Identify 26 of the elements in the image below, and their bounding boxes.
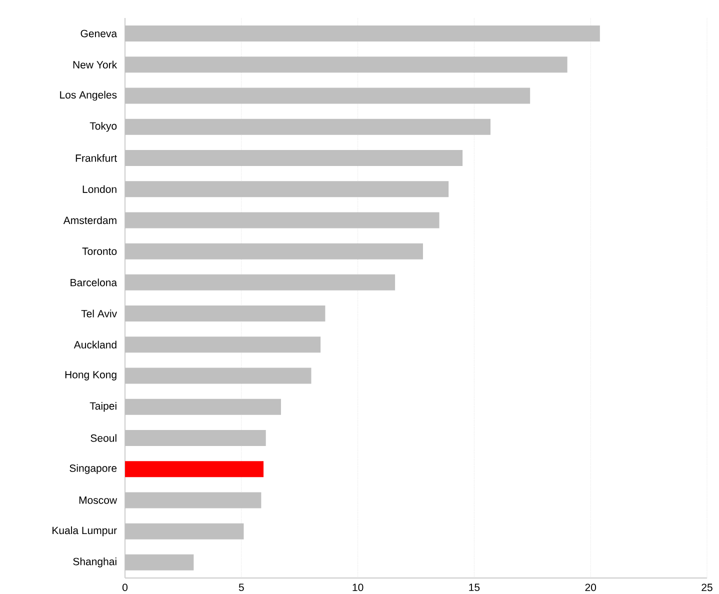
y-tick-label: Taipei <box>90 402 116 412</box>
bar <box>125 554 194 570</box>
y-tick-label: Shanghai <box>73 558 116 568</box>
y-tick-label: Amsterdam <box>63 216 116 224</box>
y-tick-label: Auckland <box>74 340 116 349</box>
y-tick-label: Geneva <box>80 30 118 38</box>
x-tick-label: 25 <box>702 584 712 592</box>
y-tick-label: Hong Kong <box>65 371 116 380</box>
y-tick-label: Los Angeles <box>60 90 117 101</box>
x-tick-label: 15 <box>469 584 480 592</box>
y-tick-label: Moscow <box>79 496 118 504</box>
y-tick-label: Frankfurt <box>76 154 117 162</box>
y-tick-label: Tel Aviv <box>81 310 118 318</box>
y-tick-label: Seoul <box>90 434 116 442</box>
x-tick-label: 0 <box>122 584 128 592</box>
x-tick-label: 20 <box>585 584 596 592</box>
bar <box>125 461 264 478</box>
y-tick-label: Tokyo <box>90 122 117 132</box>
y-tick-label: London <box>82 185 116 193</box>
y-tick-label: Toronto <box>82 248 117 255</box>
y-tick-label: New York <box>73 60 118 69</box>
y-tick-label: Barcelona <box>70 278 118 286</box>
y-tick-label: Kuala Lumpur <box>52 526 117 536</box>
x-tick-label: 10 <box>352 584 364 592</box>
x-tick-label: 5 <box>238 584 244 592</box>
y-tick-label: Singapore <box>70 464 117 474</box>
